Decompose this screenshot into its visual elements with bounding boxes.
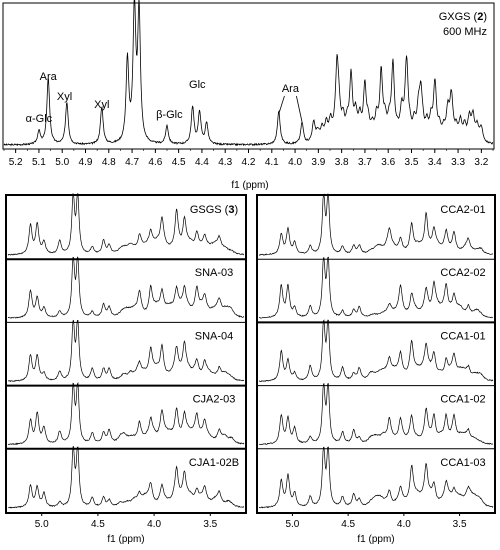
left-panel-name-text: SNA-04 — [195, 330, 234, 342]
main-x-axis-label: f1 (ppm) — [231, 180, 268, 191]
right-panel-trace — [258, 383, 494, 445]
main-x-tick-label: 4.0 — [288, 157, 302, 168]
main-frame — [2, 2, 495, 150]
main-ara-connector — [278, 95, 285, 115]
left-panel-trace — [7, 319, 245, 383]
right-panel-name-text: CCA1-01 — [440, 330, 485, 342]
main-x-tick-label: 3.7 — [358, 157, 372, 168]
right-panel-name: CCA1-01 — [440, 330, 485, 342]
main-x-tick-label: 3.6 — [381, 157, 395, 168]
main-x-tick-label: 3.9 — [311, 157, 325, 168]
main-x-tick-label: 4.4 — [195, 157, 209, 168]
main-field-label: 600 MHz — [443, 26, 487, 38]
left-panel-name: CJA1-02B — [189, 457, 239, 469]
right-panel-name-text: CCA1-02 — [440, 394, 485, 406]
right-panel: CCA1-03 — [257, 446, 495, 509]
right-panel-trace — [258, 446, 494, 509]
main-x-tick-label: 4.6 — [148, 157, 162, 168]
main-x-tick-label: 3.4 — [428, 157, 442, 168]
right-panel-name-text: CCA1-03 — [440, 457, 485, 469]
left-stack-chart: GSGS (3) SNA-03 SNA-04 CJA2-03 CJA1-02B 5.0 4… — [5, 193, 247, 545]
right-x-tick-label: 5.0 — [285, 519, 299, 530]
right-panel-trace — [259, 256, 494, 319]
main-spectrum-chart: α-Glc Ara Xyl Xyl β-Glc Glc Ara 5.2 5.1 5.0 4.9 4.… — [2, 0, 495, 191]
left-x-tick-label: 3.5 — [203, 519, 217, 530]
left-x-tick-label: 4.5 — [91, 519, 105, 530]
left-panel: GSGS (3) — [7, 193, 244, 256]
right-panel: CCA1-01 — [257, 319, 495, 383]
right-panel: CCA2-02 — [257, 256, 495, 319]
main-x-tick-label: 4.9 — [79, 157, 93, 168]
right-panel-name-text: CCA2-02 — [440, 267, 485, 279]
left-panel-name: CJA2-03 — [193, 394, 236, 406]
left-x-tick-label: 5.0 — [35, 519, 49, 530]
right-x-tick-label: 3.5 — [453, 519, 467, 530]
right-x-tick-label: 4.5 — [341, 519, 355, 530]
main-ara-connector — [296, 95, 303, 123]
main-peak-label: β-Glc — [156, 109, 183, 121]
left-panel-trace — [7, 256, 245, 319]
main-peak-label: Glc — [189, 79, 206, 91]
left-panel-name-text: GSGS ( — [190, 204, 229, 216]
right-stack-chart: CCA2-01 CCA2-02 CCA1-01 CCA1-02 CCA1-03 5.0 4… — [256, 193, 496, 545]
main-sample-label-bold: 2 — [477, 11, 483, 23]
main-x-tick-label: 5.1 — [32, 157, 46, 168]
main-x-tick-label: 3.5 — [405, 157, 419, 168]
left-panel: SNA-04 — [6, 319, 246, 383]
left-panel-name-text: SNA-03 — [195, 267, 234, 279]
right-outer-frame — [256, 194, 496, 514]
left-panel: CJA2-03 — [6, 382, 246, 446]
main-sample-label-text: GXGS ( — [439, 11, 478, 23]
left-panel: SNA-03 — [6, 256, 246, 319]
left-panel: CJA1-02B — [6, 445, 246, 509]
right-panel: CCA2-01 — [258, 193, 493, 256]
main-x-tick-label: 4.2 — [242, 157, 256, 168]
left-panel-name: GSGS (3) — [190, 204, 238, 216]
right-panel-name: CCA1-02 — [440, 394, 485, 406]
right-panel-name: CCA1-03 — [440, 457, 485, 469]
main-x-tick-label: 3.8 — [335, 157, 349, 168]
main-sample-label: GXGS (2) — [439, 11, 487, 23]
right-panel-trace — [258, 193, 493, 256]
main-spectrum-trace — [3, 0, 494, 147]
left-panel-trace — [7, 193, 244, 256]
right-panel-name: CCA2-02 — [440, 267, 485, 279]
right-panel-name-text: CCA2-01 — [440, 204, 485, 216]
left-panel-name: SNA-04 — [195, 330, 234, 342]
left-outer-frame — [5, 194, 247, 514]
left-x-axis-label: f1 (ppm) — [107, 534, 144, 545]
main-sample-label-close: ) — [483, 11, 487, 23]
main-x-tick-label: 3.3 — [451, 157, 465, 168]
main-x-tick-label: 4.7 — [125, 157, 139, 168]
right-x-tick-label: 4.0 — [397, 519, 411, 530]
main-peak-label: Xyl — [94, 99, 109, 111]
right-panel-name: CCA2-01 — [440, 204, 485, 216]
left-panel-name: SNA-03 — [195, 267, 234, 279]
main-x-tick-label: 5.2 — [9, 157, 23, 168]
right-panel: CCA1-02 — [257, 383, 495, 445]
main-x-tick-label: 4.8 — [102, 157, 116, 168]
left-panel-trace — [7, 382, 245, 446]
main-peak-label: Xyl — [57, 91, 72, 103]
main-peak-label: Ara — [282, 83, 300, 95]
left-x-tick-label: 4.0 — [147, 519, 161, 530]
left-panel-trace — [7, 445, 245, 509]
left-panel-name-bold: 3 — [228, 204, 234, 216]
main-x-tick-label: 5.0 — [55, 157, 69, 168]
main-peak-label: Ara — [40, 71, 58, 83]
main-x-tick-label: 3.2 — [474, 157, 488, 168]
main-x-tick-label: 4.1 — [265, 157, 279, 168]
main-x-tick-label: 4.3 — [218, 157, 232, 168]
left-panel-name-text: CJA1-02B — [189, 457, 239, 469]
right-panel-trace — [258, 319, 494, 383]
main-peak-label: α-Glc — [26, 113, 53, 125]
left-panel-name-text: CJA2-03 — [193, 394, 236, 406]
main-x-tick-label: 4.5 — [172, 157, 186, 168]
left-panel-name-close: ) — [234, 204, 238, 216]
right-x-axis-label: f1 (ppm) — [357, 534, 394, 545]
